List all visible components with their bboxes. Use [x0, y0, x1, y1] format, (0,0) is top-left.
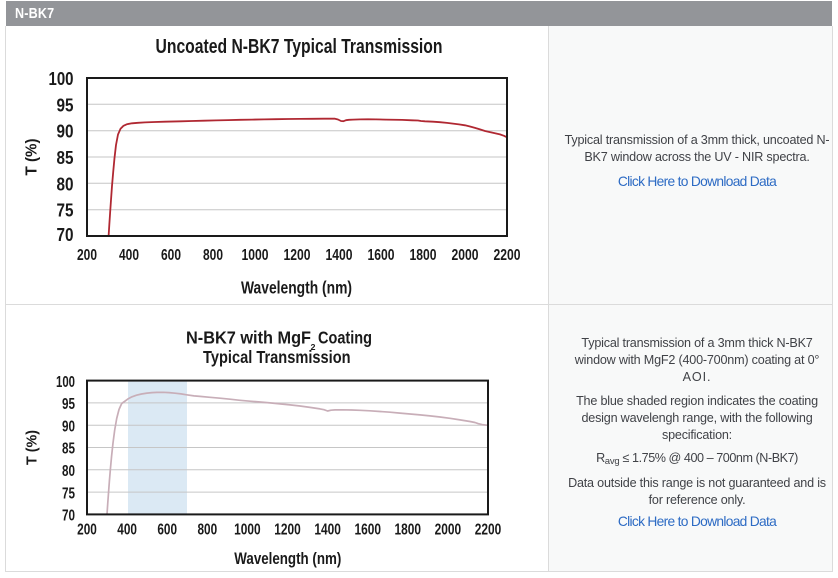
svg-text:1400: 1400 [314, 521, 341, 538]
svg-text:1200: 1200 [284, 247, 311, 264]
svg-text:1200: 1200 [274, 521, 301, 538]
svg-text:95: 95 [57, 95, 74, 115]
svg-text:90: 90 [57, 122, 74, 142]
svg-text:2200: 2200 [494, 247, 521, 264]
svg-text:600: 600 [161, 247, 181, 264]
svg-text:1600: 1600 [354, 521, 381, 538]
svg-text:1800: 1800 [410, 247, 437, 264]
svg-text:Wavelength (nm): Wavelength (nm) [234, 549, 341, 568]
svg-text:70: 70 [62, 508, 75, 525]
svg-text:1000: 1000 [242, 247, 269, 264]
svg-text:85: 85 [57, 148, 74, 168]
svg-text:T (%): T (%) [24, 430, 41, 465]
svg-text:100: 100 [56, 374, 75, 391]
svg-text:200: 200 [77, 247, 97, 264]
svg-text:75: 75 [62, 485, 75, 502]
svg-text:T (%): T (%) [24, 139, 41, 176]
svg-text:400: 400 [119, 247, 139, 264]
svg-text:Typical Transmission: Typical Transmission [203, 347, 351, 367]
svg-text:80: 80 [57, 174, 74, 194]
svg-text:95: 95 [62, 396, 75, 413]
svg-text:Wavelength (nm): Wavelength (nm) [241, 278, 352, 298]
svg-text:1400: 1400 [326, 247, 353, 264]
svg-text:400: 400 [117, 521, 137, 538]
svg-text:80: 80 [62, 463, 75, 480]
svg-text:800: 800 [203, 247, 223, 264]
svg-text:1000: 1000 [234, 521, 261, 538]
svg-text:600: 600 [157, 521, 177, 538]
svg-text:2000: 2000 [435, 521, 462, 538]
svg-text:Uncoated N-BK7 Typical Transmi: Uncoated N-BK7 Typical Transmission [156, 36, 443, 58]
svg-text:75: 75 [57, 201, 74, 221]
svg-text:1600: 1600 [368, 247, 395, 264]
svg-text:100: 100 [49, 69, 74, 89]
svg-text:90: 90 [62, 418, 75, 435]
svg-text:Coating: Coating [318, 328, 372, 348]
svg-text:800: 800 [197, 521, 217, 538]
svg-text:2000: 2000 [452, 247, 479, 264]
svg-text:200: 200 [77, 521, 97, 538]
svg-text:N-BK7 with MgF: N-BK7 with MgF [186, 328, 311, 348]
svg-text:1800: 1800 [395, 521, 422, 538]
svg-text:85: 85 [62, 441, 75, 458]
svg-text:2200: 2200 [475, 521, 502, 538]
svg-text:70: 70 [57, 225, 74, 245]
svg-text:2: 2 [311, 342, 316, 352]
